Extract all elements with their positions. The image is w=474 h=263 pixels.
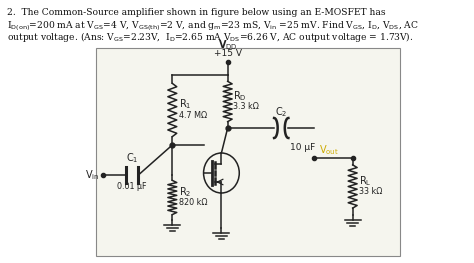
Text: R$_{\rm L}$: R$_{\rm L}$ — [359, 175, 372, 188]
Text: 4.7 MΩ: 4.7 MΩ — [179, 110, 207, 119]
FancyBboxPatch shape — [96, 48, 400, 256]
Text: V$_{\rm DD}$: V$_{\rm DD}$ — [218, 38, 237, 52]
Text: 3.3 kΩ: 3.3 kΩ — [233, 102, 259, 111]
Text: 820 kΩ: 820 kΩ — [179, 198, 207, 207]
Text: V$_{\rm out}$: V$_{\rm out}$ — [319, 143, 338, 157]
Text: 33 kΩ: 33 kΩ — [359, 187, 382, 196]
Text: V$_{\rm in}$: V$_{\rm in}$ — [85, 168, 99, 182]
Text: 2.  The Common-Source amplifier shown in figure below using an E-MOSFET has: 2. The Common-Source amplifier shown in … — [7, 8, 386, 17]
Text: 10 μF: 10 μF — [290, 143, 315, 152]
Text: R$_2$: R$_2$ — [179, 186, 191, 199]
Text: 0.01 μF: 0.01 μF — [118, 182, 147, 191]
Text: +15 V: +15 V — [214, 49, 242, 58]
Text: I$_{\rm D(on)}$=200 mA at V$_{\rm GS}$=4 V, V$_{\rm GS(th)}$=2 V, and g$_{\rm m}: I$_{\rm D(on)}$=200 mA at V$_{\rm GS}$=4… — [7, 19, 419, 33]
Text: C$_2$: C$_2$ — [275, 105, 287, 119]
Text: R$_1$: R$_1$ — [179, 97, 191, 111]
Text: R$_{\rm D}$: R$_{\rm D}$ — [233, 90, 246, 103]
Text: output voltage. (Ans: V$_{\rm GS}$=2.23V,  I$_{\rm D}$=2.65 mA V$_{\rm DS}$=6.26: output voltage. (Ans: V$_{\rm GS}$=2.23V… — [7, 30, 414, 44]
Text: C$_1$: C$_1$ — [126, 151, 138, 165]
